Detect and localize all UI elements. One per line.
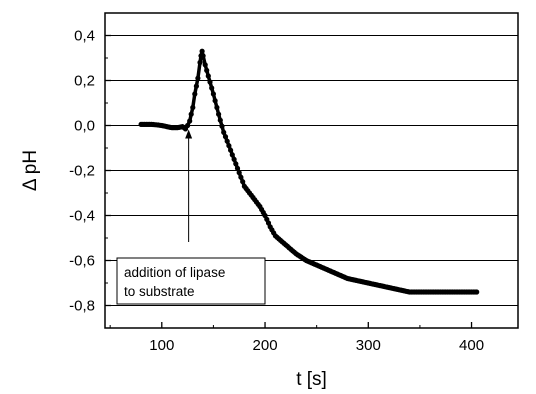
data-point xyxy=(233,161,239,167)
y-tick-label: 0,2 xyxy=(74,73,95,90)
x-axis-title: t [s] xyxy=(296,369,327,390)
data-point xyxy=(187,118,193,124)
data-point xyxy=(197,59,203,66)
data-point xyxy=(228,147,234,153)
y-tick-label: -0,4 xyxy=(69,208,95,225)
data-point xyxy=(236,170,242,176)
data-point xyxy=(205,73,211,79)
data-point xyxy=(224,138,230,144)
data-point xyxy=(226,143,232,149)
data-point xyxy=(229,152,235,158)
data-point xyxy=(193,83,199,89)
x-tick-label: 100 xyxy=(149,337,174,354)
data-point xyxy=(222,134,229,140)
plot-frame xyxy=(104,12,519,329)
axis-ticks xyxy=(105,34,473,328)
data-point xyxy=(192,91,198,97)
annotation-box xyxy=(116,257,266,305)
y-tick-label: -0,6 xyxy=(69,253,95,270)
data-point xyxy=(195,75,201,81)
x-tick-label: 200 xyxy=(253,337,278,354)
annotation: addition of lipase to substrate xyxy=(116,129,266,305)
data-series xyxy=(138,48,480,295)
x-tick-label: 300 xyxy=(356,337,381,354)
data-point xyxy=(238,174,244,180)
data-point xyxy=(200,53,206,59)
data-point xyxy=(204,67,210,73)
data-point xyxy=(474,289,480,295)
axis-tick-labels: 0,4 0,2 0,0 -0,2 -0,4 -0,6 -0,8 100 200 300 400 xyxy=(69,28,484,355)
data-point xyxy=(221,129,227,135)
data-point xyxy=(240,179,246,185)
data-point xyxy=(234,165,241,171)
annotation-arrowhead xyxy=(185,129,193,139)
data-point xyxy=(210,91,216,97)
data-point xyxy=(209,85,215,91)
y-tick-label: 0,4 xyxy=(74,28,95,45)
annotation-text-line-1: addition of lipase xyxy=(124,265,225,280)
data-point xyxy=(212,98,218,104)
data-point xyxy=(199,48,205,54)
data-point xyxy=(188,111,194,117)
data-point xyxy=(217,117,223,123)
data-point xyxy=(216,111,222,117)
data-point xyxy=(214,104,220,111)
data-point xyxy=(231,156,237,162)
x-tick-label: 400 xyxy=(459,337,484,354)
data-point xyxy=(207,79,213,85)
annotation-text-line-2: to substrate xyxy=(124,284,195,299)
y-axis-title: Δ pH xyxy=(20,150,41,191)
data-point xyxy=(202,62,208,68)
data-point xyxy=(219,123,225,129)
y-tick-label: -0,2 xyxy=(69,163,95,180)
y-tick-label: -0,8 xyxy=(69,298,95,315)
data-point xyxy=(185,122,191,129)
y-tick-label: 0,0 xyxy=(74,118,95,135)
data-point xyxy=(190,104,196,111)
